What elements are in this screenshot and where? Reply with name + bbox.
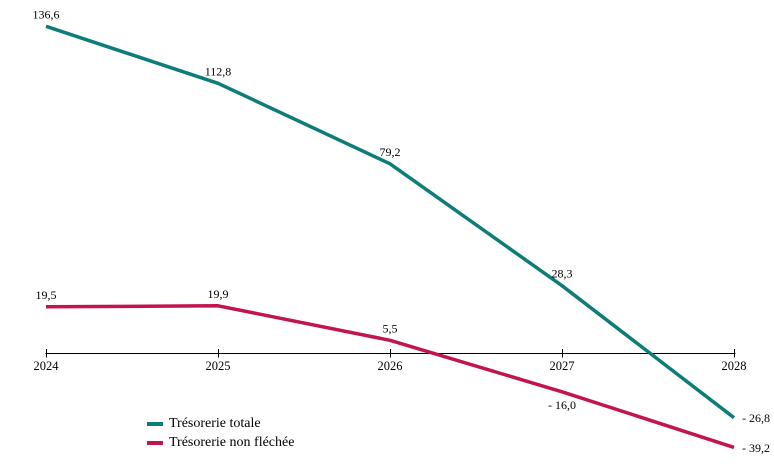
point-label-0-2025: 112,8 [205,64,232,78]
point-label-0-2024: 136,6 [33,7,60,21]
point-label-0-2026: 79,2 [380,145,401,159]
legend-label-tresorerie-non-flechee: Trésorerie non fléchée [169,435,295,450]
legend: Trésorerie totale Trésorerie non fléchée [147,414,294,452]
x-tick-label: 2025 [206,359,231,373]
series-line-1 [45,304,735,450]
point-label-0-2027: 28,3 [552,267,573,281]
point-label-1-2027: - 16,0 [548,398,576,412]
x-tick-label: 2028 [722,359,747,373]
series-line-0 [45,24,736,420]
point-label-0-2028: - 26,8 [742,411,770,425]
x-tick-label: 2027 [550,359,575,373]
x-tick-label: 2026 [378,359,403,373]
legend-item-tresorerie-non-flechee: Trésorerie non fléchée [147,433,294,452]
legend-item-tresorerie-totale: Trésorerie totale [147,414,294,433]
x-tick-label: 2024 [34,359,60,373]
point-label-1-2024: 19,5 [36,288,57,302]
legend-swatch-teal-line [147,421,163,426]
point-label-1-2025: 19,9 [208,287,229,301]
legend-label-tresorerie-totale: Trésorerie totale [169,416,261,431]
point-label-1-2026: 5,5 [383,321,398,335]
point-label-1-2028: - 39,2 [742,441,770,455]
legend-swatch-crimson-line [147,440,163,445]
